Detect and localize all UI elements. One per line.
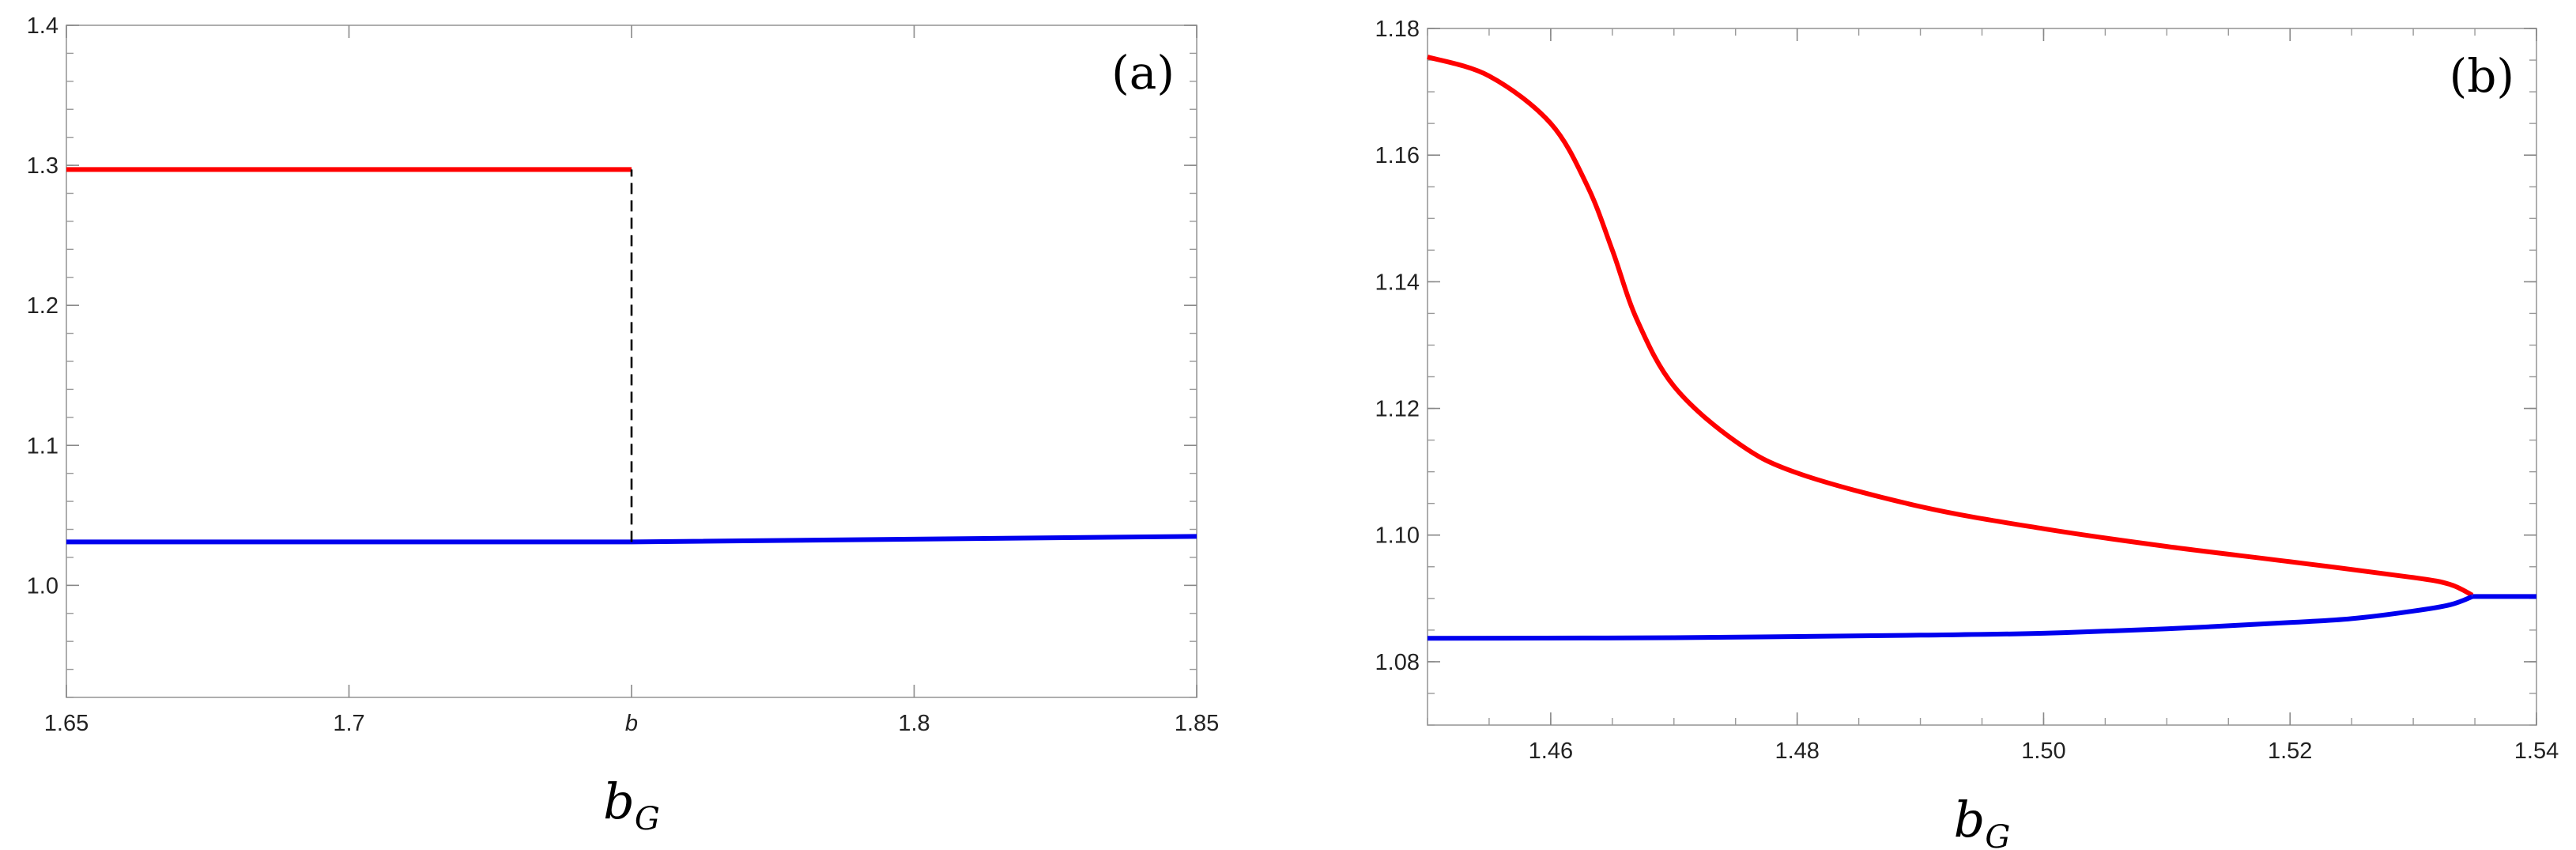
y-tick-label: 1.1 bbox=[27, 433, 58, 459]
y-tick-label: 1.16 bbox=[1375, 143, 1420, 168]
series-line-upper-branch bbox=[1427, 55, 2474, 598]
x-tick-label: 1.46 bbox=[1529, 739, 1573, 764]
y-tick-label: 1.3 bbox=[27, 153, 58, 179]
x-tick-label: 1.8 bbox=[898, 711, 930, 736]
y-tick-label: 1.08 bbox=[1375, 650, 1420, 675]
x-axis-label: bG bbox=[1954, 791, 2011, 850]
y-tick-label: 1.14 bbox=[1375, 270, 1420, 295]
panel-label: (a) bbox=[1111, 46, 1175, 100]
y-tick-label: 1.12 bbox=[1375, 397, 1420, 422]
x-tick-label: 1.7 bbox=[333, 711, 364, 736]
x-tick-label: 1.54 bbox=[2514, 739, 2559, 764]
series-line-lower-branch bbox=[1427, 594, 2474, 641]
x-tick-label: 1.48 bbox=[1775, 739, 1819, 764]
y-tick-label: 1.0 bbox=[27, 573, 58, 599]
chart-panel-b: 1.08 1.10 1.12 1.14 1.16 1.18 1.46 1.48 1.50 1.52… bbox=[1375, 17, 2559, 850]
y-tick-label: 1.10 bbox=[1375, 523, 1420, 549]
x-tick-label: b bbox=[625, 711, 638, 736]
panel-label: (b) bbox=[2450, 49, 2514, 103]
y-tick-label: 1.2 bbox=[27, 293, 58, 319]
x-tick-label: 1.85 bbox=[1175, 711, 1219, 736]
plot-frame bbox=[1427, 28, 2537, 726]
chart-panel-a: 1.0 1.1 1.2 1.3 1.4 1.65 1.7 b 1.8 1.85 (a) bG bbox=[27, 13, 1220, 837]
y-tick-label: 1.4 bbox=[27, 13, 58, 39]
x-tick-label: 1.52 bbox=[2268, 739, 2312, 764]
x-tick-label: 1.65 bbox=[44, 711, 89, 736]
x-tick-label: 1.50 bbox=[2021, 739, 2065, 764]
y-tick-label: 1.18 bbox=[1375, 17, 1420, 42]
x-axis-label: bG bbox=[603, 773, 660, 837]
